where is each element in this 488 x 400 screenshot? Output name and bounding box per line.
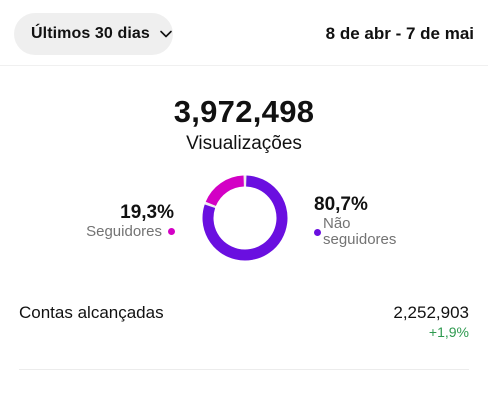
header-bar: Últimos 30 dias 8 de abr - 7 de mai: [0, 0, 488, 66]
total-views-value: 3,972,498: [173, 94, 315, 129]
accounts-reached-value: 2,252,903: [393, 303, 469, 322]
total-views-label: Visualizações: [186, 133, 302, 154]
date-range-selector-button[interactable]: Últimos 30 dias: [14, 13, 173, 55]
accounts-reached-change: +1,9%: [428, 324, 469, 340]
donut-slice-seguidores: [205, 175, 245, 207]
followers-legend: Seguidores: [86, 223, 175, 240]
donut-slice-não-seguidores: [202, 175, 288, 261]
divider: [19, 369, 469, 370]
followers-percent: 19,3%: [120, 202, 174, 223]
date-range-selector-label: Últimos 30 dias: [31, 25, 150, 42]
non-followers-color-dot: [314, 229, 321, 236]
accounts-reached-label: Contas alcançadas: [19, 303, 164, 322]
views-donut-chart: [202, 175, 288, 261]
non-followers-legend: Não seguidores: [314, 216, 403, 248]
date-range-text: 8 de abr - 7 de mai: [325, 24, 474, 43]
chevron-down-icon: [160, 30, 172, 38]
followers-color-dot: [168, 228, 175, 235]
non-followers-percent: 80,7%: [314, 194, 368, 215]
non-followers-label: Não seguidores: [323, 215, 397, 248]
followers-label: Seguidores: [86, 223, 162, 240]
